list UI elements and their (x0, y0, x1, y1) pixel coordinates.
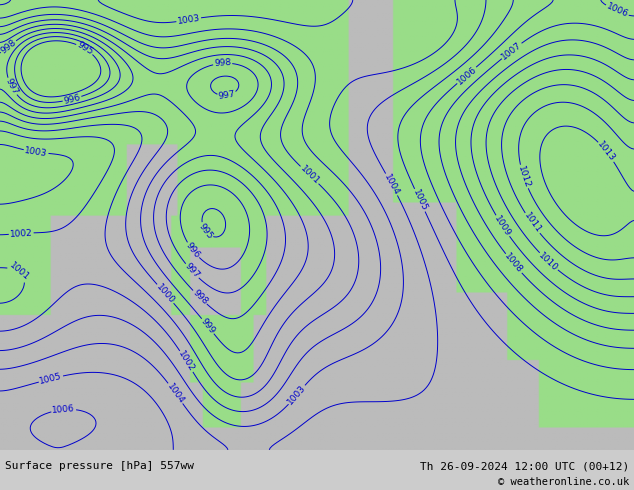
Text: 1001: 1001 (298, 164, 321, 186)
Text: 995: 995 (75, 40, 94, 57)
Text: 1011: 1011 (522, 211, 543, 235)
Text: 1009: 1009 (493, 214, 512, 238)
Text: 1007: 1007 (500, 40, 524, 61)
Text: 1013: 1013 (596, 140, 617, 164)
Text: 1005: 1005 (39, 372, 63, 386)
Text: Surface pressure [hPa] 557ww: Surface pressure [hPa] 557ww (5, 461, 194, 471)
Text: 1003: 1003 (177, 14, 201, 26)
Text: 1012: 1012 (516, 165, 531, 189)
Text: 1000: 1000 (155, 282, 176, 305)
Text: 1006: 1006 (455, 64, 478, 86)
Text: 997: 997 (183, 262, 201, 280)
Text: 998: 998 (190, 288, 209, 307)
Text: 1002: 1002 (10, 228, 33, 239)
Text: 1001: 1001 (8, 261, 31, 283)
Text: 1006: 1006 (605, 2, 630, 20)
Text: 1006: 1006 (52, 404, 75, 415)
Text: © weatheronline.co.uk: © weatheronline.co.uk (498, 477, 629, 487)
Text: 1004: 1004 (165, 381, 186, 405)
Text: 1003: 1003 (286, 383, 307, 407)
Text: 1004: 1004 (382, 172, 401, 196)
Text: 1003: 1003 (24, 146, 48, 158)
Text: 996: 996 (184, 241, 202, 260)
Text: 997: 997 (217, 90, 236, 101)
Text: 998: 998 (0, 38, 18, 56)
Text: 1008: 1008 (503, 252, 524, 275)
Text: 1010: 1010 (537, 250, 560, 273)
Text: 997: 997 (4, 77, 20, 97)
Text: 1002: 1002 (176, 349, 197, 373)
Text: 999: 999 (199, 317, 217, 336)
Text: 996: 996 (63, 93, 82, 105)
Text: 1005: 1005 (411, 188, 429, 213)
Text: 995: 995 (197, 221, 214, 241)
Text: Th 26-09-2024 12:00 UTC (00+12): Th 26-09-2024 12:00 UTC (00+12) (420, 461, 629, 471)
Text: 998: 998 (214, 58, 231, 69)
